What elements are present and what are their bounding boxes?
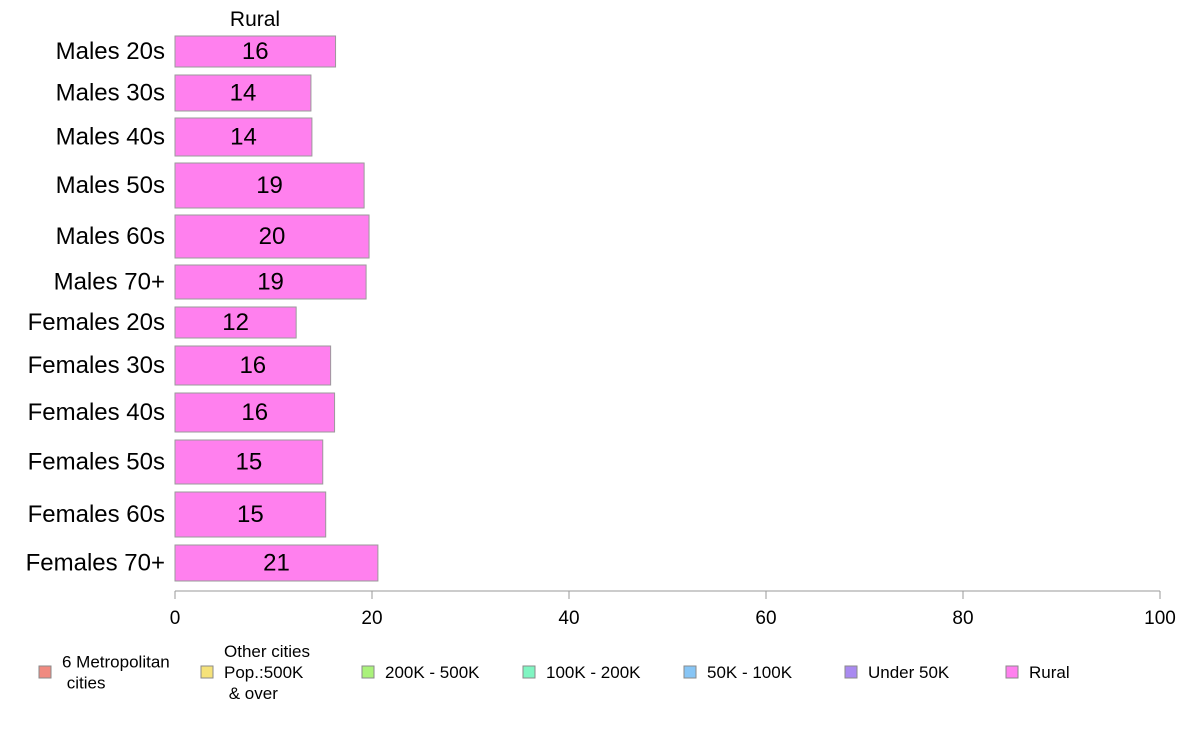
legend-label: 100K - 200K: [546, 663, 641, 682]
legend-label: 200K - 500K: [385, 663, 480, 682]
x-tick-label: 0: [170, 608, 181, 629]
bar-value-label: 12: [222, 309, 249, 336]
category-label: Males 50s: [56, 172, 165, 199]
bar-males-60s: [174, 214, 370, 259]
category-label: Females 50s: [28, 449, 165, 476]
legend-swatch: [522, 665, 536, 679]
bar-value-label: 20: [259, 223, 286, 250]
x-tick-label: 80: [952, 608, 973, 629]
legend-label-line: Other cities: [224, 642, 310, 661]
bar-females-60s: [174, 491, 327, 538]
bars-group: Males 20s 16 Males 30s 14 Males 40s 14 Males 5…: [26, 35, 379, 582]
x-axis: 0 20 40 60 80 100: [170, 590, 1176, 629]
bar-value-label: 16: [241, 399, 268, 426]
bar-value-label: 21: [263, 550, 290, 577]
legend-swatch: [683, 665, 697, 679]
bar-females-40s: [174, 392, 336, 433]
bar-value-label: 16: [242, 38, 269, 65]
legend-label: Other cities Pop.:500K & over: [224, 642, 310, 703]
bar-value-label: 14: [230, 124, 257, 151]
bar-value-label: 14: [230, 80, 257, 107]
bar-males-30s: [174, 74, 312, 112]
legend-label-line: Pop.:500K: [224, 663, 304, 682]
legend-label-line: 50K - 100K: [707, 663, 793, 682]
bar-males-50s: [174, 162, 365, 209]
category-label: Females 60s: [28, 501, 165, 528]
category-label: Males 40s: [56, 124, 165, 151]
category-label: Females 70+: [26, 550, 165, 577]
x-tick-label: 40: [558, 608, 579, 629]
category-label: Males 20s: [56, 38, 165, 65]
legend-label-line: Rural: [1029, 663, 1070, 682]
legend-label-line: & over: [224, 684, 278, 703]
legend-label: Under 50K: [868, 663, 950, 682]
legend-label-line: 100K - 200K: [546, 663, 641, 682]
legend-label: Rural: [1029, 663, 1070, 682]
panel-title: Rural: [230, 8, 280, 31]
bar-value-label: 16: [239, 352, 266, 379]
legend-label-line: Under 50K: [868, 663, 950, 682]
legend-swatch: [1005, 665, 1019, 679]
bar-females-70-: [174, 544, 379, 582]
bar-males-40s: [174, 117, 313, 157]
category-label: Females 40s: [28, 399, 165, 426]
legend-swatch: [844, 665, 858, 679]
bar-value-label: 19: [256, 172, 283, 199]
category-label: Females 30s: [28, 352, 165, 379]
bar-value-label: 15: [237, 501, 264, 528]
legend-swatch: [361, 665, 375, 679]
legend-label-line: cities: [62, 673, 105, 692]
x-tick-label: 100: [1144, 608, 1176, 629]
x-tick-label: 60: [755, 608, 776, 629]
legend-label: 50K - 100K: [707, 663, 793, 682]
bar-females-30s: [174, 345, 332, 386]
legend-label-line: 200K - 500K: [385, 663, 480, 682]
bar-females-50s: [174, 439, 324, 485]
category-label: Males 30s: [56, 80, 165, 107]
bar-males-20s: [174, 35, 337, 68]
legend: 6 Metropolitan cities Other cities Pop.:50…: [38, 642, 1070, 703]
legend-label-line: 6 Metropolitan: [62, 652, 170, 671]
bar-females-20s: [174, 306, 297, 339]
category-label: Males 60s: [56, 223, 165, 250]
bar-value-label: 19: [257, 269, 284, 296]
bar-males-70-: [174, 264, 367, 300]
category-label: Males 70+: [54, 269, 165, 296]
legend-label: 6 Metropolitan cities: [62, 652, 170, 692]
legend-swatch: [38, 665, 52, 679]
x-tick-label: 20: [361, 608, 382, 629]
category-label: Females 20s: [28, 309, 165, 336]
bar-value-label: 15: [236, 449, 263, 476]
legend-swatch: [200, 665, 214, 679]
